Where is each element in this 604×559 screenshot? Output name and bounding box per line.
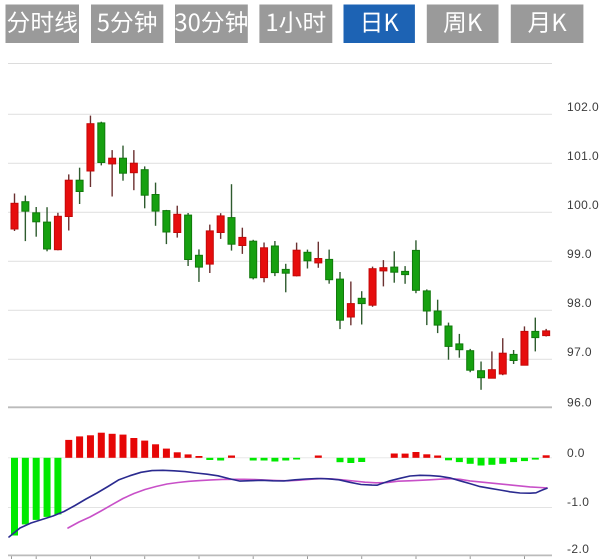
svg-text:97.0: 97.0: [567, 345, 592, 359]
svg-text:96.0: 96.0: [567, 395, 592, 409]
svg-text:102.0: 102.0: [567, 100, 599, 114]
svg-text:0.0: 0.0: [567, 446, 585, 460]
svg-text:98.0: 98.0: [567, 296, 592, 310]
svg-text:100.0: 100.0: [567, 198, 599, 212]
svg-text:-2.0: -2.0: [567, 542, 589, 556]
svg-text:99.0: 99.0: [567, 247, 592, 261]
svg-text:-1.0: -1.0: [567, 495, 589, 509]
svg-text:101.0: 101.0: [567, 149, 599, 163]
